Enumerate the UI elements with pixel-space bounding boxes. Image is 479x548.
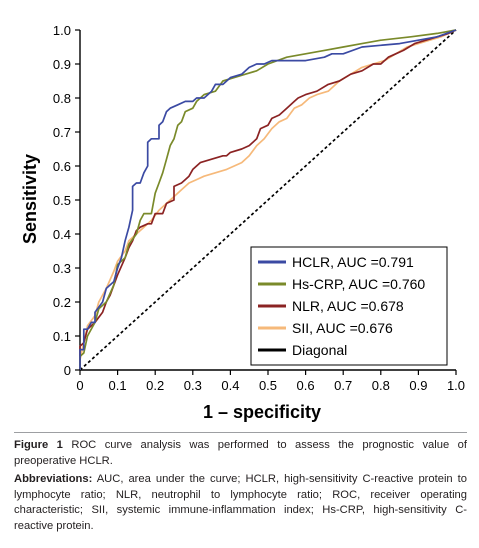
x-tick-label: 0.4 [221, 378, 239, 393]
y-axis-title: Sensitivity [20, 154, 40, 244]
x-tick-label: 0.6 [297, 378, 315, 393]
legend-label-hclr: HCLR, AUC =0.791 [292, 254, 414, 270]
roc-chart: 0 0.1 0.2 0.3 0.4 0.5 0.6 0.7 0.8 0.9 1.0 0 0.1 0.2 0.… [20, 23, 465, 422]
x-tick-label: 0.9 [409, 378, 427, 393]
y-tick-label: 0.9 [53, 57, 71, 72]
series-line-hclr [79, 29, 457, 370]
abbreviations-caption: Abbreviations: AUC, area under the curve… [14, 472, 467, 534]
figure-label: Figure 1 [14, 439, 63, 451]
x-tick-label: 0.8 [372, 378, 390, 393]
figure-text: ROC curve analysis was performed to asse… [14, 439, 468, 467]
x-axis-title: 1 – specificity [203, 402, 321, 422]
x-tick-label: 0 [76, 378, 83, 393]
y-tick-label: 0.3 [53, 261, 71, 276]
series-line-hs-crp [79, 29, 457, 370]
series-line-sii [79, 29, 457, 370]
y-tick-label: 1.0 [53, 23, 71, 38]
abbreviations-label: Abbreviations: [14, 473, 93, 485]
tick-layer: 0 0.1 0.2 0.3 0.4 0.5 0.6 0.7 0.8 0.9 1.0 0 0.1 0.2 0.… [53, 23, 465, 393]
y-tick-label: 0.1 [53, 329, 71, 344]
legend-label-sii: SII, AUC =0.676 [292, 320, 393, 336]
y-tick-label: 0.6 [53, 159, 71, 174]
x-tick-label: 0.7 [334, 378, 352, 393]
y-tick-label: 0.2 [53, 295, 71, 310]
y-tick-label: 0.7 [53, 125, 71, 140]
y-tick-label: 0.4 [53, 227, 71, 242]
y-tick-label: 0.8 [53, 91, 71, 106]
series-layer [79, 29, 457, 371]
legend-label-nlr: NLR, AUC =0.678 [292, 298, 404, 314]
legend: HCLR, AUC =0.791 Hs-CRP, AUC =0.760 NLR, A… [250, 246, 448, 366]
figure-caption: Figure 1 ROC curve analysis was performe… [14, 438, 467, 469]
abbreviations-text: AUC, area under the curve; HCLR, high-se… [14, 473, 467, 532]
y-tick-label: 0 [64, 363, 71, 378]
x-tick-label: 0.5 [259, 378, 277, 393]
legend-label-hs-crp: Hs-CRP, AUC =0.760 [292, 276, 425, 292]
series-line-diagonal [79, 29, 457, 371]
y-tick-label: 0.5 [53, 193, 71, 208]
caption-divider [14, 432, 467, 433]
legend-label-diagonal: Diagonal [292, 342, 347, 358]
x-tick-label: 0.3 [184, 378, 202, 393]
x-tick-label: 1.0 [447, 378, 465, 393]
x-tick-label: 0.1 [109, 378, 127, 393]
x-tick-label: 0.2 [146, 378, 164, 393]
